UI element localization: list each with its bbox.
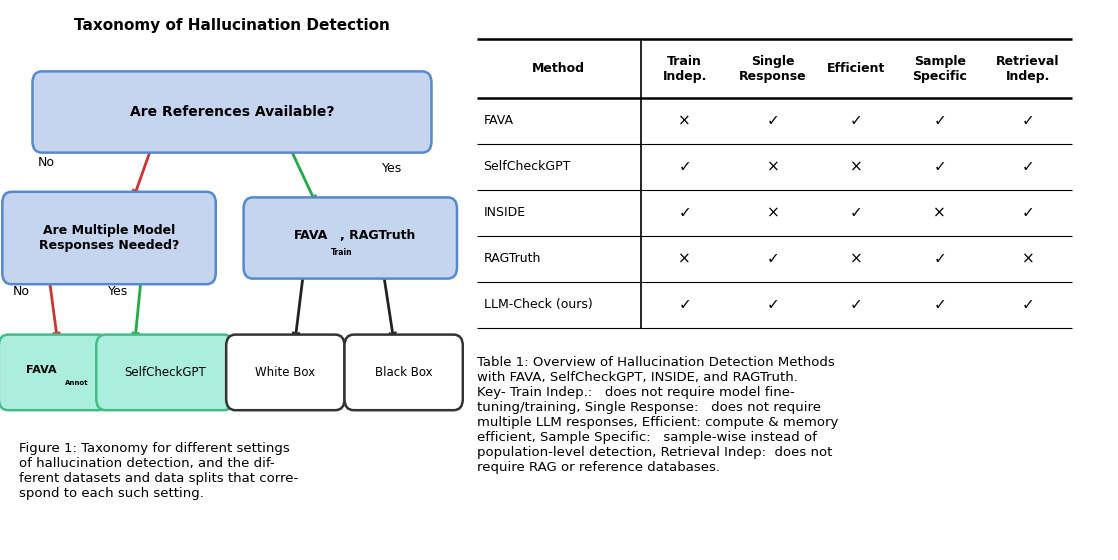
FancyBboxPatch shape: [96, 334, 234, 410]
Text: ✓: ✓: [679, 297, 691, 312]
Text: ✓: ✓: [679, 160, 691, 174]
Text: INSIDE: INSIDE: [484, 206, 525, 220]
Text: ✓: ✓: [934, 297, 946, 312]
Text: No: No: [12, 284, 29, 298]
Text: ✓: ✓: [1022, 114, 1034, 128]
Text: ×: ×: [850, 251, 863, 266]
Text: Train: Train: [331, 248, 352, 257]
Text: Table 1: Overview of Hallucination Detection Methods
with FAVA, SelfCheckGPT, IN: Table 1: Overview of Hallucination Detec…: [477, 356, 838, 474]
Text: ✓: ✓: [934, 160, 946, 174]
Text: ✓: ✓: [767, 251, 779, 266]
Text: Annot: Annot: [65, 380, 88, 386]
Text: ✓: ✓: [679, 206, 691, 220]
Text: RAGTruth: RAGTruth: [484, 252, 541, 265]
FancyBboxPatch shape: [344, 334, 463, 410]
Text: ×: ×: [1022, 251, 1034, 266]
Text: FAVA: FAVA: [27, 365, 57, 375]
Text: SelfCheckGPT: SelfCheckGPT: [124, 366, 206, 379]
Text: Method: Method: [532, 62, 586, 75]
Text: FAVA: FAVA: [484, 114, 513, 128]
Text: Efficient: Efficient: [827, 62, 885, 75]
Text: LLM-Check (ours): LLM-Check (ours): [484, 298, 593, 311]
Text: ✓: ✓: [934, 251, 946, 266]
FancyBboxPatch shape: [2, 192, 216, 284]
Text: Black Box: Black Box: [375, 366, 433, 379]
Text: ✓: ✓: [850, 297, 863, 312]
Text: ✓: ✓: [934, 114, 946, 128]
FancyBboxPatch shape: [244, 198, 457, 279]
Text: Retrieval
Indep.: Retrieval Indep.: [996, 54, 1060, 82]
Text: ×: ×: [679, 114, 691, 128]
Text: Are Multiple Model
Responses Needed?: Are Multiple Model Responses Needed?: [39, 224, 179, 252]
Text: ×: ×: [767, 206, 779, 220]
Text: Yes: Yes: [382, 161, 402, 175]
FancyBboxPatch shape: [0, 334, 107, 410]
FancyBboxPatch shape: [32, 71, 432, 152]
Text: ✓: ✓: [850, 114, 863, 128]
Text: ×: ×: [850, 160, 863, 174]
Text: ✓: ✓: [1022, 206, 1034, 220]
Text: No: No: [38, 156, 55, 169]
Text: ×: ×: [767, 160, 779, 174]
Text: ✓: ✓: [767, 114, 779, 128]
Text: Single
Response: Single Response: [739, 54, 807, 82]
Text: FAVA: FAVA: [294, 228, 328, 242]
Text: Taxonomy of Hallucination Detection: Taxonomy of Hallucination Detection: [74, 18, 390, 32]
FancyBboxPatch shape: [226, 334, 344, 410]
Text: ×: ×: [679, 251, 691, 266]
Text: ✓: ✓: [1022, 160, 1034, 174]
Text: SelfCheckGPT: SelfCheckGPT: [484, 160, 571, 174]
Text: ✓: ✓: [1022, 297, 1034, 312]
Text: Figure 1: Taxonomy for different settings
of hallucination detection, and the di: Figure 1: Taxonomy for different setting…: [19, 442, 297, 501]
Text: White Box: White Box: [255, 366, 315, 379]
Text: , RAGTruth: , RAGTruth: [341, 228, 416, 242]
Text: ×: ×: [934, 206, 946, 220]
Text: ✓: ✓: [767, 297, 779, 312]
Text: Train
Indep.: Train Indep.: [663, 54, 707, 82]
Text: Are References Available?: Are References Available?: [130, 105, 334, 119]
Text: Yes: Yes: [108, 284, 129, 298]
Text: Sample
Specific: Sample Specific: [912, 54, 967, 82]
Text: ✓: ✓: [850, 206, 863, 220]
